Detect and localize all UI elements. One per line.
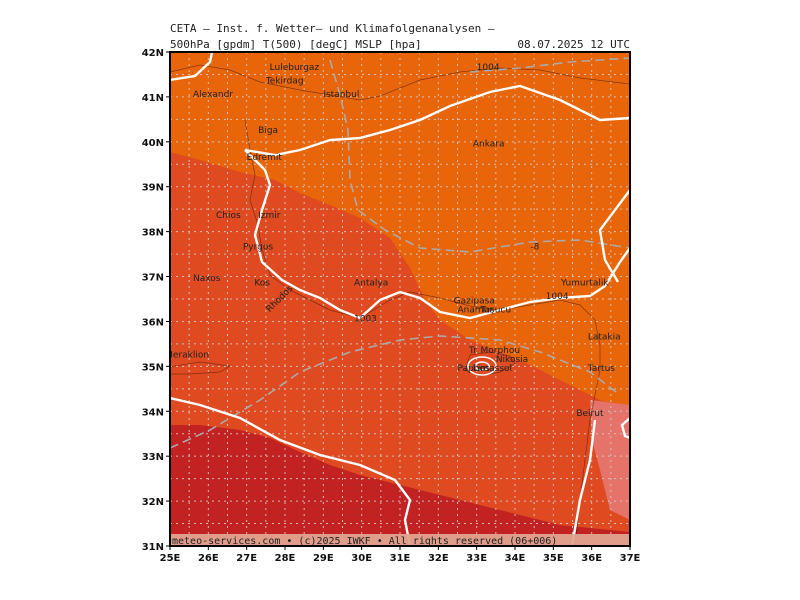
city-label: Limassol bbox=[473, 364, 512, 374]
lon-tick-label: 25E bbox=[160, 553, 181, 564]
city-label: Anamur bbox=[458, 305, 494, 315]
city-label: Alexandr bbox=[193, 90, 233, 100]
lat-tick-label: 38N bbox=[142, 228, 164, 239]
lon-tick-label: 34E bbox=[505, 553, 526, 564]
city-label: Luleburgaz bbox=[270, 63, 320, 73]
copyright-footer: meteo-services.com • (c)2025 IWKF • All … bbox=[172, 536, 557, 547]
lon-tick-label: 31E bbox=[390, 553, 411, 564]
city-label: Antalya bbox=[354, 279, 388, 289]
latitude-labels: 42N 41N 40N 39N 38N 37N 36N 35N 34N 33N 32N 31N bbox=[142, 48, 170, 553]
city-label: Izmir bbox=[258, 211, 281, 221]
band-pink bbox=[590, 400, 630, 520]
contour-value-label: 1004 bbox=[546, 292, 569, 302]
city-label: Tekirdag bbox=[265, 76, 304, 86]
lon-tick-label: 37E bbox=[620, 553, 641, 564]
lat-tick-label: 36N bbox=[142, 317, 164, 328]
city-label: Istanbul bbox=[323, 90, 359, 100]
lat-tick-label: 40N bbox=[142, 138, 164, 149]
header-fields: 500hPa [gpdm] T(500) [degC] MSLP [hpa] bbox=[170, 38, 422, 51]
city-label: Tr bbox=[468, 346, 477, 356]
lat-tick-label: 41N bbox=[142, 93, 164, 104]
city-label: Naxos bbox=[193, 274, 221, 284]
map-area: 1004 -8 1004 1003 Luleburgaz Tekirdag Alexand… bbox=[166, 52, 630, 547]
city-label: Gazipasa bbox=[454, 296, 495, 306]
lon-tick-label: 28E bbox=[275, 553, 296, 564]
contour-value-label: 1004 bbox=[477, 63, 500, 73]
lat-tick-label: 37N bbox=[142, 273, 164, 284]
city-label: Edremit bbox=[247, 153, 283, 163]
geopotential-contours bbox=[170, 52, 630, 546]
lat-tick-label: 32N bbox=[142, 497, 164, 508]
city-label: Beirut bbox=[576, 409, 604, 419]
city-label: Yumurtalik bbox=[560, 279, 609, 289]
contour-labels: 1004 -8 1004 1003 bbox=[354, 63, 569, 324]
city-label: Ankara bbox=[473, 139, 505, 149]
longitude-labels: 25E 26E 27E 28E 29E 30E 31E 32E 33E 34E 35E 36E 37E bbox=[160, 546, 641, 564]
lon-tick-label: 36E bbox=[581, 553, 602, 564]
lat-tick-label: 33N bbox=[142, 452, 164, 463]
lon-tick-label: 29E bbox=[313, 553, 334, 564]
pressure-contours bbox=[170, 57, 630, 449]
lon-tick-label: 35E bbox=[543, 553, 564, 564]
header-datetime: 08.07.2025 12 UTC bbox=[517, 38, 630, 51]
lat-tick-label: 39N bbox=[142, 183, 164, 194]
lat-tick-label: 31N bbox=[142, 542, 164, 553]
city-label: Pyrgos bbox=[243, 243, 274, 253]
contour-value-label: -8 bbox=[530, 243, 539, 253]
header-title: CETA — Inst. f. Wetter— und Klimafolgena… bbox=[170, 22, 495, 35]
city-label: Kos bbox=[254, 279, 270, 289]
city-label: Tartus bbox=[587, 364, 615, 374]
lat-tick-label: 35N bbox=[142, 362, 164, 373]
city-label: Morphou bbox=[481, 346, 521, 356]
lon-tick-label: 33E bbox=[466, 553, 487, 564]
lon-tick-label: 27E bbox=[236, 553, 257, 564]
city-label: Nikosia bbox=[496, 355, 528, 365]
lon-tick-label: 30E bbox=[351, 553, 372, 564]
city-label: Chios bbox=[216, 211, 241, 221]
lon-tick-label: 26E bbox=[198, 553, 219, 564]
lat-tick-label: 34N bbox=[142, 407, 164, 418]
city-label: Heraklion bbox=[166, 350, 209, 360]
city-label: Biga bbox=[258, 126, 278, 136]
city-label: Paphos bbox=[458, 364, 490, 374]
lon-tick-label: 32E bbox=[428, 553, 449, 564]
lat-tick-label: 42N bbox=[142, 48, 164, 59]
cyprus-low bbox=[467, 356, 497, 376]
city-label: Taşucu bbox=[480, 305, 512, 315]
coastlines bbox=[170, 64, 630, 546]
contour-value-label: 1003 bbox=[354, 314, 377, 324]
city-label: Latakia bbox=[588, 332, 621, 342]
